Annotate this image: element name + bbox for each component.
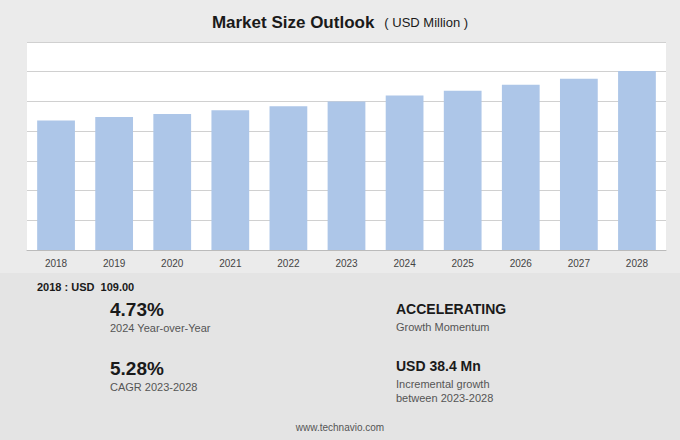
svg-text:5.28%: 5.28%	[110, 358, 164, 379]
svg-text:2018 : USD 109.00: 2018 : USD 109.00	[37, 281, 134, 293]
svg-text:CAGR 2023-2028: CAGR 2023-2028	[110, 381, 197, 393]
svg-text:ACCELERATING: ACCELERATING	[396, 301, 506, 317]
svg-text:2022: 2022	[277, 258, 300, 269]
svg-text:2024: 2024	[393, 258, 416, 269]
svg-text:Market Size Outlook: Market Size Outlook	[212, 13, 375, 32]
svg-text:2021: 2021	[219, 258, 242, 269]
svg-text:2027: 2027	[568, 258, 591, 269]
svg-text:www.technavio.com: www.technavio.com	[295, 422, 384, 433]
svg-text:2023: 2023	[335, 258, 358, 269]
svg-text:2018: 2018	[45, 258, 68, 269]
svg-text:Incremental growth: Incremental growth	[396, 378, 490, 390]
svg-text:2024 Year-over-Year: 2024 Year-over-Year	[110, 322, 211, 334]
svg-text:2026: 2026	[510, 258, 533, 269]
svg-text:( USD Million ): ( USD Million )	[384, 15, 468, 30]
svg-text:4.73%: 4.73%	[110, 299, 164, 320]
svg-text:2020: 2020	[161, 258, 184, 269]
svg-text:Growth Momentum: Growth Momentum	[396, 321, 490, 333]
svg-text:2019: 2019	[103, 258, 126, 269]
svg-text:2025: 2025	[452, 258, 475, 269]
svg-text:2028: 2028	[626, 258, 649, 269]
svg-text:USD 38.4 Mn: USD 38.4 Mn	[396, 358, 481, 374]
svg-text:between 2023-2028: between 2023-2028	[396, 392, 493, 404]
